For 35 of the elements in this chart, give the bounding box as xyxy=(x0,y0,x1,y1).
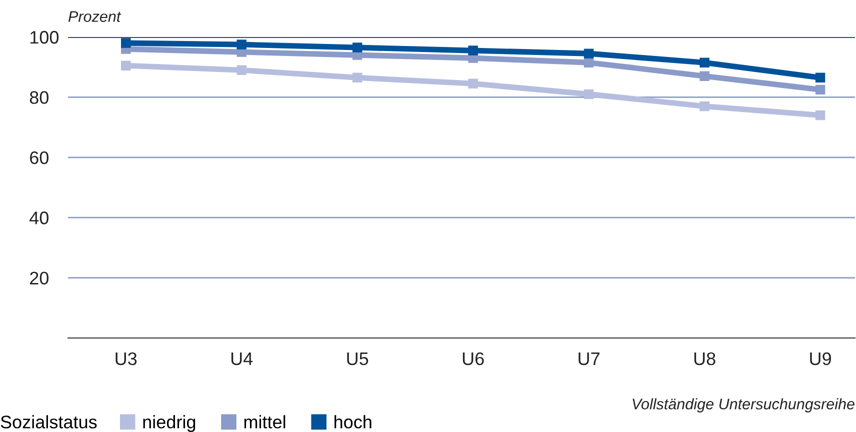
point xyxy=(352,42,362,52)
legend-label: niedrig xyxy=(143,415,196,432)
x-tick-label: U3 xyxy=(116,352,137,366)
point xyxy=(815,84,826,95)
y-tick-label: 20 xyxy=(30,272,48,285)
point xyxy=(815,72,826,82)
y-tick-label: 100 xyxy=(30,30,59,44)
legend-title: Sozialstatus xyxy=(0,415,97,428)
point xyxy=(584,89,594,100)
y-tick-label: 60 xyxy=(30,151,48,164)
point xyxy=(121,38,131,48)
x-tick-label: U8 xyxy=(694,352,716,366)
point xyxy=(700,71,710,81)
point xyxy=(352,72,362,82)
point xyxy=(468,78,478,89)
x-tick-label: U5 xyxy=(347,352,368,366)
point xyxy=(468,46,478,56)
point xyxy=(236,40,246,50)
x-axis-title: Vollständige Untersuchungsreihe xyxy=(632,398,854,412)
x-tick-label: U4 xyxy=(231,352,253,366)
point xyxy=(236,65,246,75)
y-axis-title: Prozent xyxy=(68,11,122,22)
x-tick-label: U9 xyxy=(810,352,831,366)
point xyxy=(700,101,710,112)
point xyxy=(121,60,131,70)
point xyxy=(584,48,594,58)
point xyxy=(584,58,594,68)
x-tick-label: U6 xyxy=(462,352,484,366)
legend-label: hoch xyxy=(334,415,372,428)
y-tick-label: 80 xyxy=(30,91,48,104)
point xyxy=(700,58,710,68)
x-tick-label: U7 xyxy=(578,352,600,366)
legend-label: mittel xyxy=(244,415,286,428)
point xyxy=(815,110,826,120)
y-tick-label: 40 xyxy=(30,212,48,224)
